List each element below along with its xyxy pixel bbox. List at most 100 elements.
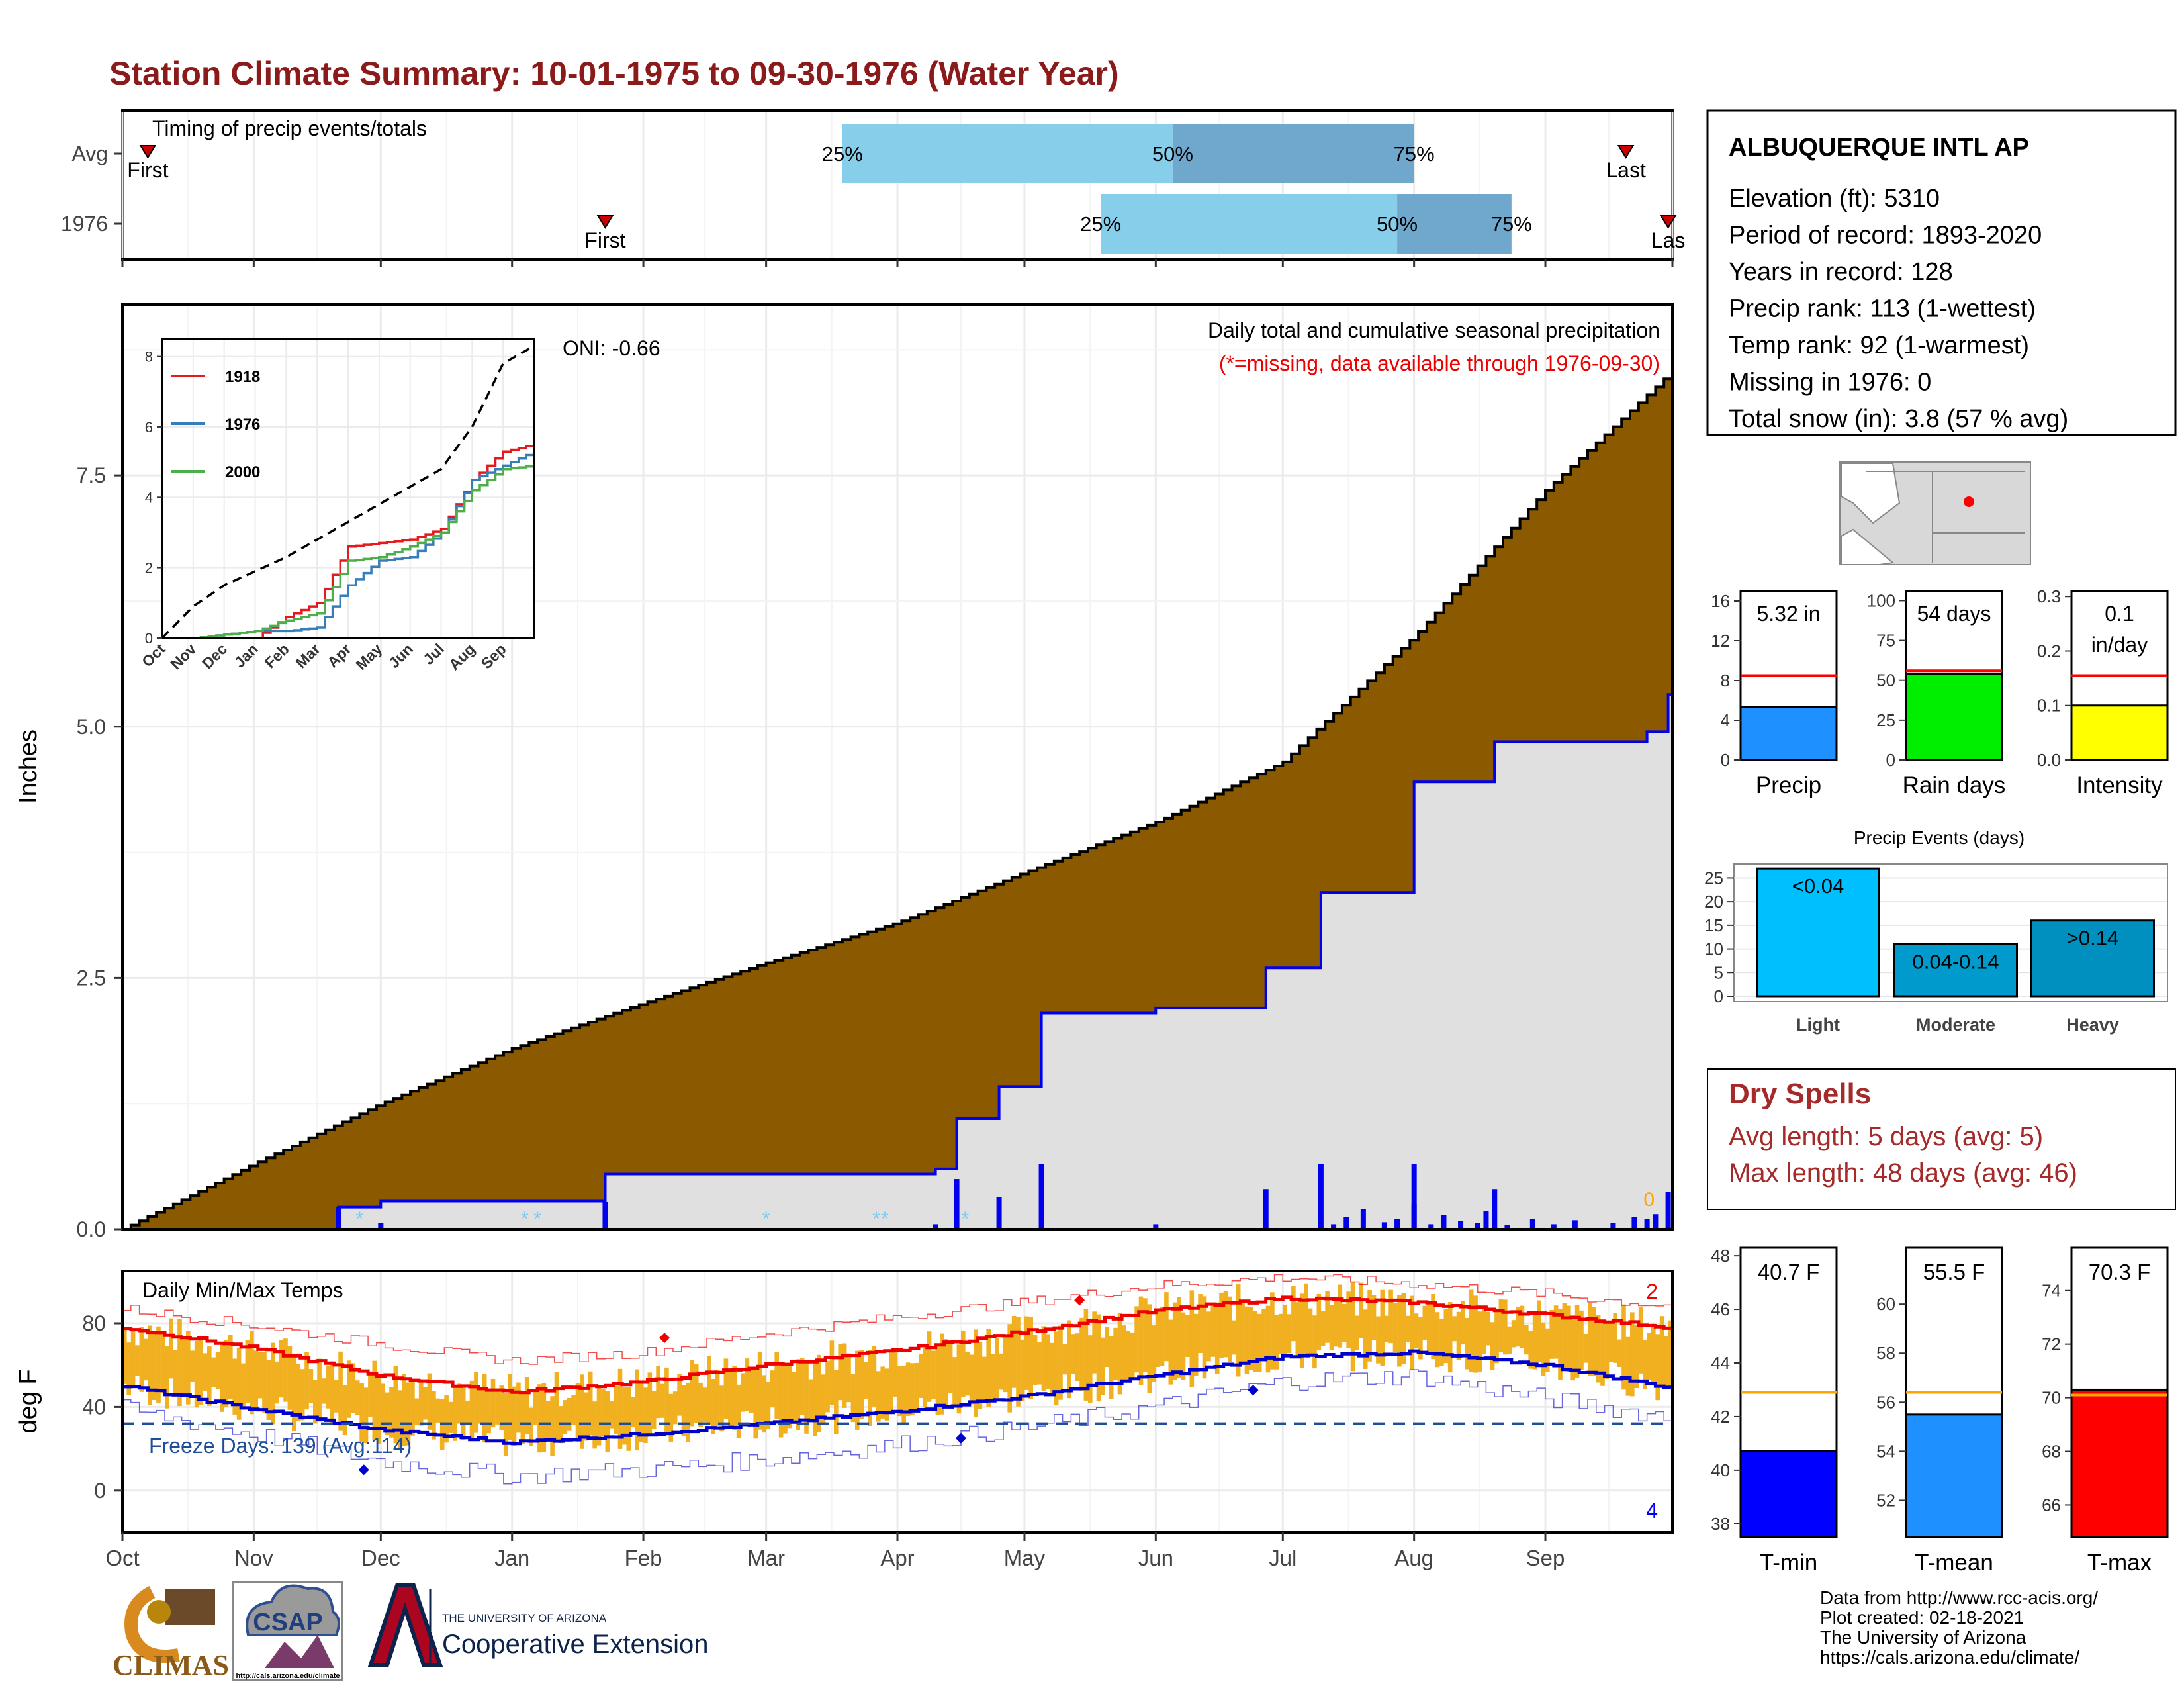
daily-temp-range-bar	[1334, 1297, 1338, 1347]
daily-temp-range-bar	[1664, 1336, 1668, 1385]
daily-temp-range-bar	[1016, 1317, 1021, 1407]
temp-stat-tick-label: 68	[2042, 1442, 2061, 1462]
daily-temp-range-bar	[1507, 1326, 1512, 1354]
quartile-50-label: 50%	[1377, 212, 1418, 236]
events-bar-label: >0.14	[2067, 927, 2118, 950]
daily-temp-range-bar	[186, 1331, 191, 1405]
last-precip-marker	[1659, 215, 1677, 229]
inset-frame	[161, 338, 535, 639]
daily-temp-range-bar	[1193, 1313, 1199, 1376]
daily-temp-range-bar	[672, 1391, 678, 1425]
stat-bar-value	[1905, 673, 2003, 761]
csap-url: http://cals.arizona.edu/climate	[236, 1672, 340, 1680]
daily-temp-range-bar	[355, 1380, 360, 1415]
daily-temp-range-bar	[817, 1354, 821, 1432]
daily-temp-range-bar	[1431, 1293, 1435, 1360]
daily-temp-range-bar	[139, 1327, 144, 1392]
oni-label: ONI: -0.66	[563, 336, 660, 360]
temp-stat-bar	[2070, 1388, 2169, 1538]
daily-temp-range-bar	[1122, 1325, 1126, 1382]
daily-temp-range-bar	[1134, 1306, 1139, 1373]
precip-stat-bars: 0 4 8 12 16 5.32 in Precip 0 25 50 75 100 54 days Rai…	[1711, 586, 2169, 798]
map-mexico-region	[1841, 528, 1895, 565]
inset-legend-label: 1918	[225, 368, 260, 386]
daily-temp-range-bar	[1032, 1335, 1038, 1385]
daily-temp-range-bar	[1524, 1325, 1529, 1355]
temp-stat-value-label: 55.5 F	[1923, 1260, 1985, 1284]
daily-temp-range-bar	[313, 1380, 318, 1424]
daily-temp-range-bar	[368, 1371, 373, 1417]
month-label: Apr	[880, 1546, 914, 1570]
daily-temp-range-bar	[1376, 1316, 1381, 1364]
daily-temp-range-bar	[990, 1354, 995, 1401]
daily-temp-range-bar	[342, 1385, 347, 1436]
snow-marker: *	[962, 1208, 970, 1230]
daily-temp-range-bar	[516, 1382, 521, 1433]
daily-temp-range-bar	[668, 1393, 674, 1442]
daily-temp-range-bar	[1447, 1302, 1453, 1373]
daily-temp-range-bar	[1380, 1289, 1385, 1366]
temp-y-tick-label: 0	[94, 1479, 106, 1503]
daily-temp-range-bar	[461, 1384, 466, 1440]
daily-temp-range-bar	[914, 1362, 919, 1413]
record-low-point	[358, 1464, 369, 1476]
daily-temp-range-bar	[1261, 1309, 1266, 1360]
daily-temp-range-bar	[326, 1365, 330, 1409]
precip-description: Daily total and cumulative seasonal prec…	[1208, 318, 1660, 342]
daily-temp-range-bar	[1164, 1292, 1169, 1362]
ua-big-text: Cooperative Extension	[442, 1630, 708, 1659]
daily-temp-range-bar	[1617, 1339, 1622, 1367]
daily-temp-range-bar	[1338, 1284, 1343, 1348]
daily-temp-range-bar	[1160, 1307, 1165, 1366]
daily-temp-range-bar	[948, 1344, 953, 1393]
daily-precip-bar	[336, 1207, 341, 1229]
daily-temp-range-bar	[1418, 1317, 1423, 1360]
temp-stat-tick-label: 40	[1711, 1460, 1730, 1480]
daily-temp-range-bar	[457, 1383, 462, 1424]
temp-y-tick-label: 40	[82, 1395, 106, 1419]
daily-temp-range-bar	[271, 1342, 275, 1425]
daily-temp-range-bar	[448, 1401, 453, 1433]
daily-temp-range-bar	[571, 1395, 576, 1425]
precip-y-tick-label: 5.0	[77, 715, 106, 739]
daily-temp-range-bar	[372, 1360, 377, 1440]
daily-temp-range-bar	[1299, 1293, 1304, 1368]
daily-precip-bar	[378, 1223, 384, 1229]
daily-temp-range-bar	[427, 1373, 432, 1430]
stat-bar-tick-label: 4	[1721, 710, 1730, 730]
precip-y-tick-label: 0.0	[77, 1217, 106, 1241]
daily-temp-range-bar	[986, 1329, 991, 1407]
station-info-box: ALBUQUERQUE INTL AP Elevation (ft): 5310…	[1706, 109, 2177, 436]
station-detail-line: Temp rank: 92 (1-warmest)	[1729, 332, 2029, 359]
station-detail-line: Precip rank: 113 (1-wettest)	[1729, 295, 2036, 323]
daily-temp-range-bar	[1278, 1313, 1283, 1354]
events-y-tick-label: 0	[1714, 986, 1723, 1006]
daily-temp-range-bar	[855, 1350, 860, 1430]
events-bar	[2030, 919, 2155, 998]
last-precip-marker	[1617, 145, 1635, 159]
daily-temp-range-bar	[850, 1374, 856, 1423]
daily-temp-range-bar	[1490, 1322, 1495, 1371]
stat-bar-x-label: Intensity	[2076, 773, 2163, 798]
daily-temp-range-bar	[1574, 1305, 1580, 1378]
station-detail-line: Years in record: 128	[1729, 258, 1953, 286]
daily-temp-range-bar	[1545, 1328, 1550, 1372]
daily-temp-range-bar	[1638, 1307, 1643, 1374]
daily-temp-range-bar	[622, 1387, 627, 1445]
first-precip-label: First	[584, 228, 625, 252]
daily-temp-range-bar	[220, 1344, 224, 1412]
quartile-25-label: 25%	[1080, 212, 1121, 236]
daily-temp-range-bar	[334, 1380, 339, 1413]
daily-temp-range-bar	[308, 1369, 314, 1403]
daily-temp-range-bar	[478, 1389, 483, 1424]
daily-temp-range-bar	[317, 1358, 322, 1422]
dry-spells-max: Max length: 48 days (avg: 46)	[1729, 1158, 2077, 1188]
daily-temp-range-bar	[1151, 1325, 1156, 1382]
daily-temp-range-bar	[550, 1396, 555, 1456]
climas-text: CLIMAS	[113, 1649, 229, 1681]
first-precip-label: First	[127, 158, 168, 182]
events-category-label: Light	[1796, 1015, 1840, 1035]
daily-temp-range-bar	[753, 1369, 758, 1439]
daily-temp-range-bar	[778, 1362, 784, 1438]
daily-precip-bar	[1572, 1220, 1578, 1229]
